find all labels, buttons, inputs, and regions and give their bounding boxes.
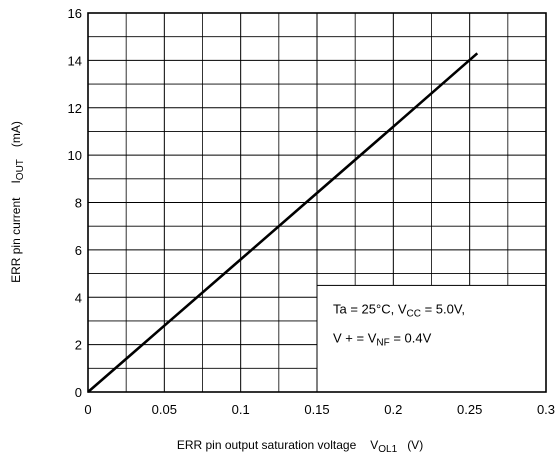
y-axis-symbol-subscript: OUT xyxy=(15,159,26,180)
y-tick-label: 8 xyxy=(75,196,82,211)
x-axis-symbol-subscript: OL1 xyxy=(378,444,397,455)
x-tick-label: 0.1 xyxy=(232,402,250,417)
y-tick-label: 6 xyxy=(75,243,82,258)
x-tick-label: 0.2 xyxy=(384,402,402,417)
y-axis-unit: (mA) xyxy=(9,121,23,147)
annotation-line-1: Ta = 25°C, VCC = 5.0V, xyxy=(333,301,465,319)
y-tick-label: 2 xyxy=(75,338,82,353)
annotation-box-rect xyxy=(316,284,547,393)
x-tick-labels: 0 0.05 0.1 0.15 0.2 0.25 0.3 xyxy=(84,402,555,417)
x-tick-label: 0.15 xyxy=(304,402,329,417)
annotation-line-2: V + = VNF = 0.4V xyxy=(333,330,432,348)
x-axis-title: ERR pin output saturation voltage VOL1 (V) xyxy=(177,438,423,455)
y-tick-label: 12 xyxy=(68,101,82,116)
x-tick-label: 0.3 xyxy=(537,402,555,417)
x-axis-title-main: ERR pin output saturation voltage xyxy=(177,438,357,452)
y-tick-label: 16 xyxy=(68,6,82,21)
y-axis-symbol: I xyxy=(9,180,23,183)
y-tick-labels: 0 2 4 6 8 10 12 14 16 xyxy=(68,6,82,400)
x-tick-label: 0.05 xyxy=(152,402,177,417)
series-line-0 xyxy=(87,52,479,393)
x-axis-symbol: V xyxy=(370,438,378,452)
y-tick-label: 0 xyxy=(75,385,82,400)
y-axis-title: ERR pin current IOUT (mA) xyxy=(9,121,26,283)
y-tick-label: 4 xyxy=(75,290,82,305)
x-tick-label: 0.25 xyxy=(457,402,482,417)
annotation-box: Ta = 25°C, VCC = 5.0V, V + = VNF = 0.4V xyxy=(316,284,547,393)
y-tick-label: 14 xyxy=(68,53,82,68)
plot-frame xyxy=(87,12,547,393)
x-tick-label: 0 xyxy=(84,402,91,417)
y-axis-title-main: ERR pin current xyxy=(9,197,23,283)
y-tick-label: 10 xyxy=(68,148,82,163)
series-group xyxy=(87,52,479,393)
x-axis-unit: (V) xyxy=(407,438,423,452)
